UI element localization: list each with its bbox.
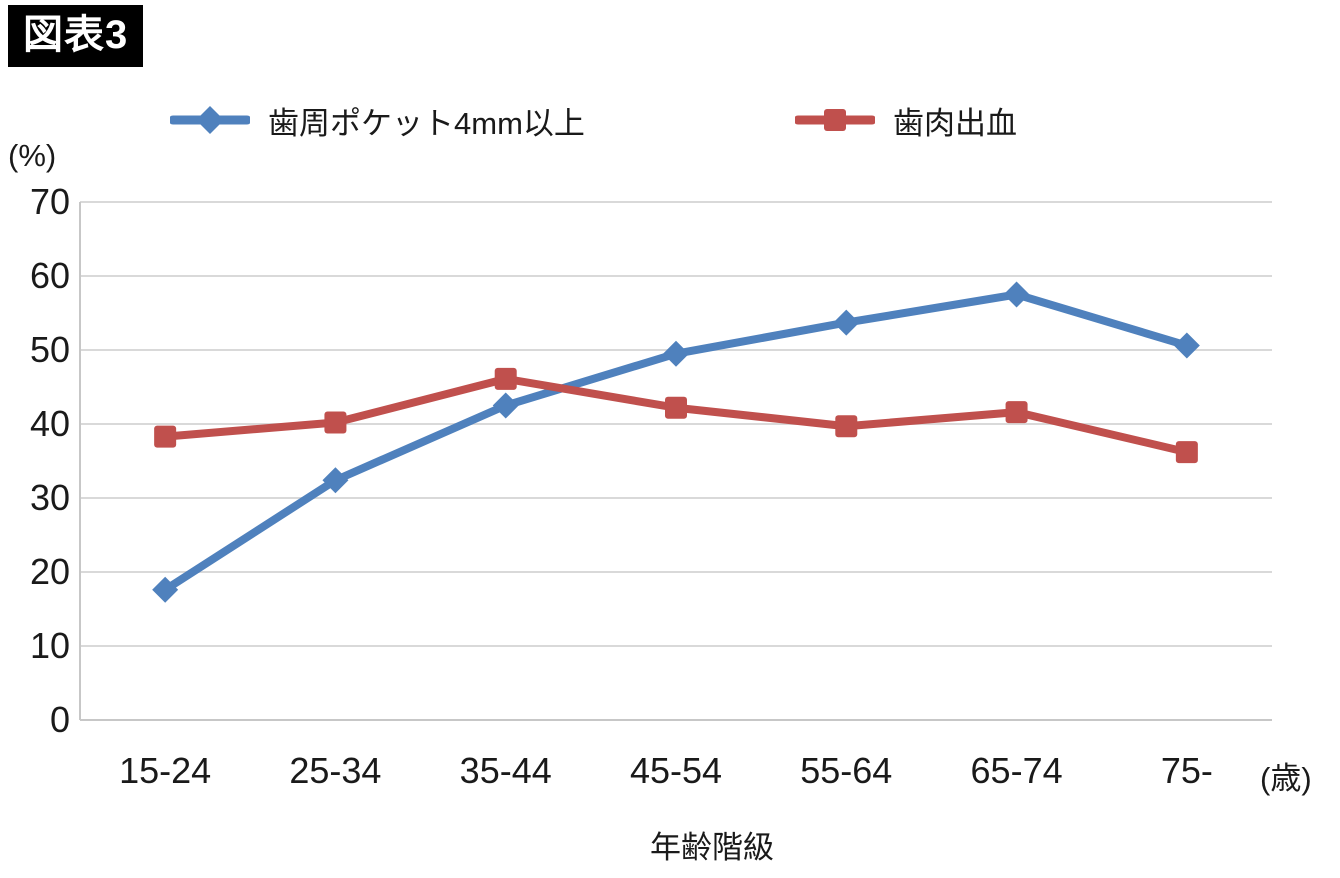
data-point-marker-square	[1005, 401, 1028, 424]
y-axis-unit-label: (%)	[8, 138, 57, 173]
y-tick-label: 30	[30, 477, 70, 518]
legend-label-gingival-bleeding: 歯肉出血	[893, 105, 1017, 141]
x-tick-label: 45-54	[630, 750, 722, 791]
data-point-marker-diamond	[152, 576, 179, 603]
legend-item-gingival-bleeding: 歯肉出血	[795, 102, 1017, 141]
legend-diamond-marker-icon	[170, 106, 250, 134]
data-point-marker-square	[665, 396, 687, 419]
series-line-0	[161, 290, 1191, 594]
x-tick-label: 15-24	[119, 750, 211, 791]
x-tick-label: 75-	[1161, 750, 1213, 791]
x-axis-title: 年齢階級	[650, 830, 774, 865]
data-point-marker-diamond	[492, 392, 519, 419]
x-tick-label: 25-34	[289, 750, 381, 791]
x-axis-unit-label: (歳)	[1260, 761, 1312, 796]
data-point-marker-diamond	[322, 467, 349, 494]
data-point-marker-square	[494, 367, 517, 390]
y-tick-label: 10	[30, 625, 70, 666]
y-tick-label: 40	[30, 403, 70, 444]
x-tick-label: 55-64	[800, 750, 892, 791]
data-point-marker-square	[1175, 441, 1198, 464]
legend-square-marker-icon	[795, 109, 875, 131]
legend-diamond-shape	[196, 106, 224, 134]
y-tick-label: 70	[30, 181, 70, 222]
y-tick-label: 50	[30, 329, 70, 370]
x-tick-label: 35-44	[460, 750, 552, 791]
data-point-marker-square	[835, 415, 858, 438]
data-point-marker-diamond	[833, 309, 860, 336]
x-tick-label: 65-74	[971, 750, 1063, 791]
y-tick-label: 0	[50, 699, 70, 740]
data-point-marker-square	[324, 411, 347, 434]
y-tick-label: 20	[30, 551, 70, 592]
figure-label-badge: 図表3	[8, 5, 144, 67]
data-point-marker-square	[154, 425, 177, 448]
data-point-marker-diamond	[663, 340, 689, 367]
data-point-marker-diamond	[1173, 332, 1200, 359]
data-point-marker-diamond	[1003, 281, 1030, 308]
y-tick-label: 60	[30, 255, 70, 296]
legend-square-shape	[824, 109, 846, 131]
legend-item-periodontal-pocket: 歯周ポケット4mm以上	[170, 102, 585, 141]
legend-label-periodontal-pocket: 歯周ポケット4mm以上	[268, 105, 585, 141]
